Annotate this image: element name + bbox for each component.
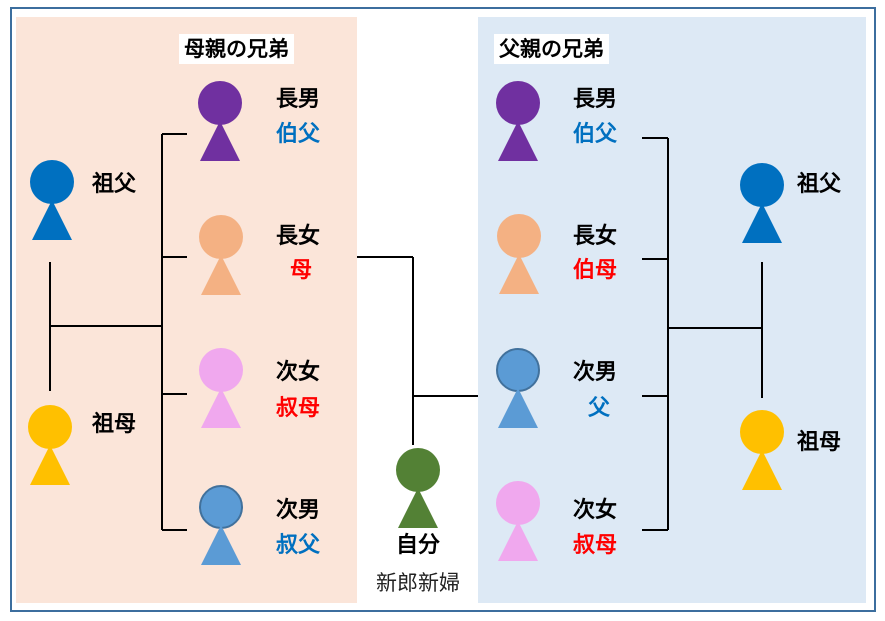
mother-side-title: 母親の兄弟	[179, 34, 294, 64]
f-grandmother-icon	[738, 410, 786, 496]
m-grandfather-name: 祖父	[92, 172, 137, 197]
f-sibling-3-icon	[494, 348, 542, 434]
m-sibling-2-order: 長女	[276, 224, 321, 249]
m-sibling-3-icon	[197, 348, 245, 434]
f-grandfather-name: 祖父	[797, 172, 842, 197]
self-icon	[394, 448, 442, 534]
m-grandmother-icon	[26, 405, 74, 491]
f-sibling-4-icon	[494, 481, 542, 567]
m-sibling-4-relation: 叔父	[276, 533, 321, 558]
m-sibling-3-relation: 叔母	[276, 396, 321, 421]
father-side-panel	[478, 17, 866, 603]
m-sibling-1-order: 長男	[276, 87, 321, 112]
m-sibling-4-order: 次男	[276, 498, 321, 523]
f-sibling-2-icon	[495, 214, 543, 300]
m-sibling-4-icon	[197, 485, 245, 571]
f-sibling-1-icon	[494, 81, 542, 167]
f-sibling-4-order: 次女	[573, 498, 618, 523]
m-sibling-1-icon	[196, 81, 244, 167]
father-side-title: 父親の兄弟	[494, 34, 609, 64]
m-grandfather-icon	[28, 160, 76, 246]
m-sibling-2-relation: 母	[289, 258, 312, 283]
f-sibling-4-relation: 叔母	[573, 533, 618, 558]
m-sibling-2-icon	[197, 215, 245, 301]
f-sibling-1-order: 長男	[573, 87, 618, 112]
f-grandmother-name: 祖母	[797, 430, 842, 455]
self-name: 自分	[395, 533, 440, 558]
f-sibling-2-order: 長女	[573, 224, 618, 249]
self-subtitle: 新郎新婦	[376, 571, 460, 595]
f-sibling-3-order: 次男	[573, 360, 618, 385]
m-sibling-3-order: 次女	[276, 360, 321, 385]
f-grandfather-icon	[738, 163, 786, 249]
mother-side-panel	[16, 17, 357, 603]
m-grandmother-name: 祖母	[92, 412, 137, 437]
f-sibling-3-relation: 父	[587, 396, 610, 421]
f-sibling-1-relation: 伯父	[573, 122, 618, 147]
f-sibling-2-relation: 伯母	[573, 258, 618, 283]
m-sibling-1-relation: 伯父	[276, 122, 321, 147]
